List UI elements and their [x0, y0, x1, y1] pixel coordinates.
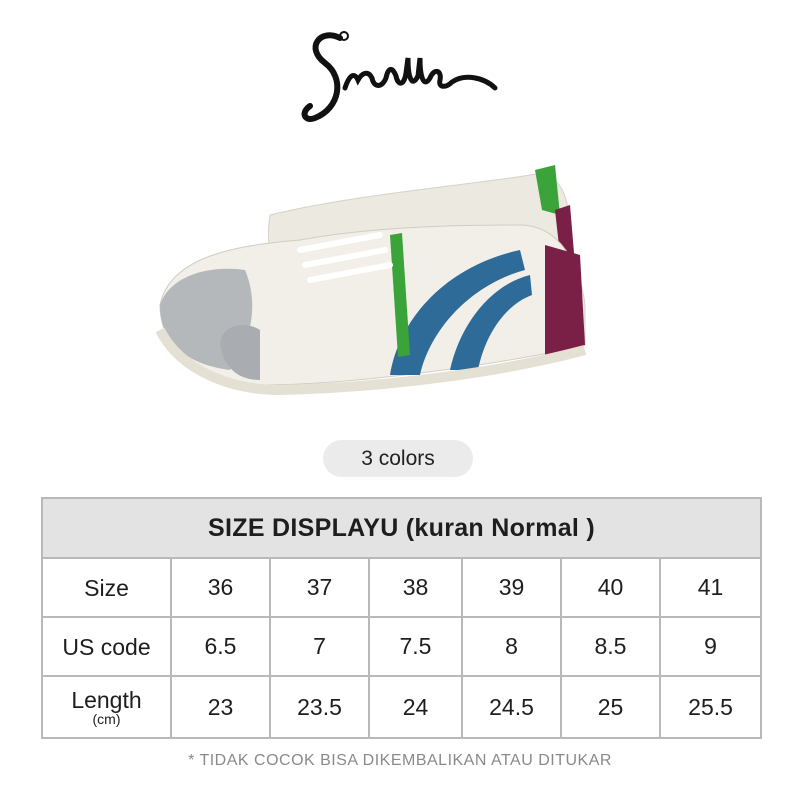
- table-cell: 7.5: [368, 616, 463, 677]
- size-table: SIZE DISPLAYU (kuran Normal ) Size 36 37…: [40, 497, 763, 739]
- row-label-text: Length: [71, 687, 142, 713]
- table-cell: 9: [658, 616, 763, 677]
- brand-logo: [301, 31, 498, 122]
- color-count-badge: 3 colors: [323, 440, 473, 477]
- table-cell: 41: [658, 557, 763, 618]
- table-cell: 40: [560, 557, 661, 618]
- product-image-sneakers: [155, 165, 587, 396]
- table-row-size: Size 36 37 38 39 40 41: [41, 557, 763, 618]
- table-cell: 6.5: [170, 616, 271, 677]
- table-cell: 24: [368, 675, 463, 739]
- size-table-title: SIZE DISPLAYU (kuran Normal ): [40, 497, 763, 559]
- table-cell: 23.5: [269, 675, 370, 739]
- table-cell: 25: [560, 675, 661, 739]
- table-cell: 39: [461, 557, 562, 618]
- table-cell: 25.5: [658, 675, 763, 739]
- row-unit: (cm): [92, 711, 121, 727]
- table-cell: 37: [269, 557, 370, 618]
- table-cell: 23: [170, 675, 271, 739]
- table-cell: 8.5: [560, 616, 661, 677]
- table-cell: 7: [269, 616, 370, 677]
- footnote: * TIDAK COCOK BISA DIKEMBALIKAN ATAU DIT…: [188, 752, 612, 769]
- table-cell: 38: [368, 557, 463, 618]
- row-label: US code: [41, 616, 172, 677]
- table-cell: 8: [461, 616, 562, 677]
- row-label: Size: [41, 557, 172, 618]
- table-cell: 36: [170, 557, 271, 618]
- table-row-us-code: US code 6.5 7 7.5 8 8.5 9: [41, 616, 763, 677]
- table-row-length: Length (cm) 23 23.5 24 24.5 25 25.5: [41, 675, 763, 739]
- row-label: Length (cm): [41, 675, 172, 739]
- table-cell: 24.5: [461, 675, 562, 739]
